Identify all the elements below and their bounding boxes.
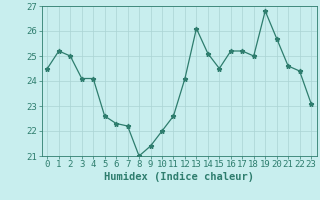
X-axis label: Humidex (Indice chaleur): Humidex (Indice chaleur) — [104, 172, 254, 182]
